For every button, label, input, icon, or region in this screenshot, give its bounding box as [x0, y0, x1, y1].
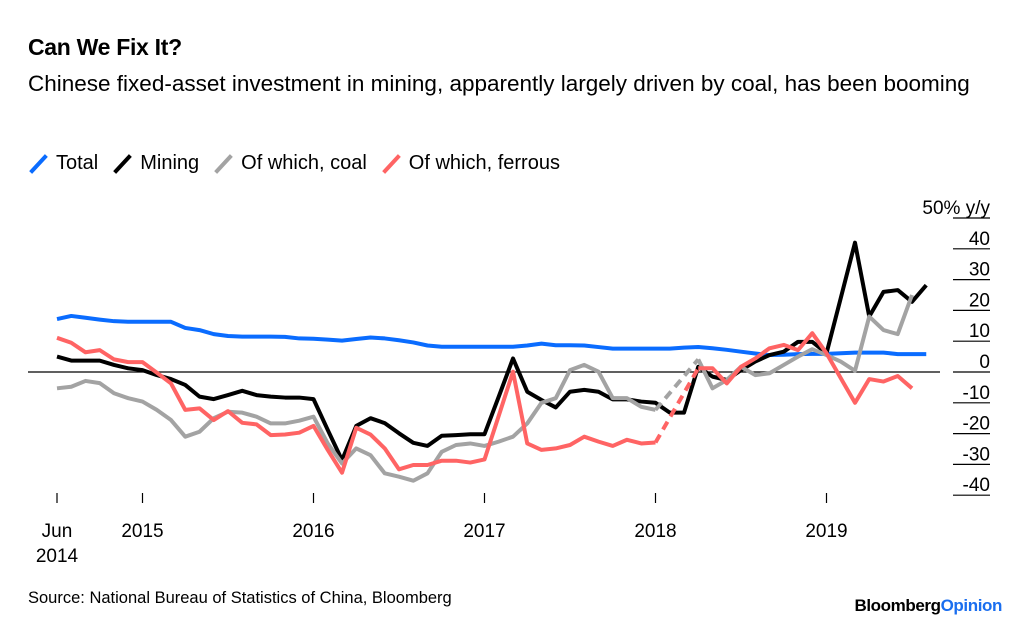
x-tick-label: 2015 — [121, 521, 163, 542]
legend-item-total: Total — [28, 152, 98, 175]
source-note: Source: National Bureau of Statistics of… — [28, 589, 452, 607]
y-tick-label: 10 — [969, 321, 990, 342]
legend-swatch-mining — [113, 153, 133, 174]
legend-swatch-coal — [214, 153, 233, 174]
y-tick-label: 30 — [969, 260, 990, 281]
logo-part-bloomberg: Bloomberg — [854, 596, 941, 615]
legend-label-coal: Of which, coal — [241, 152, 367, 174]
legend-item-mining: Mining — [112, 152, 199, 175]
legend-item-coal: Of which, coal — [213, 152, 367, 175]
series-line — [698, 331, 914, 405]
x-tick-label: 2014 — [36, 546, 79, 567]
y-tick-label: 50% y/y — [922, 198, 990, 219]
y-tick-label: 20 — [969, 290, 990, 311]
series-mining — [56, 240, 928, 463]
series-of-which-ferrous — [56, 331, 914, 475]
series-line — [56, 335, 656, 475]
x-tick-label: 2016 — [292, 521, 334, 542]
y-tick-label: 0 — [979, 352, 990, 373]
legend-label-ferrous: Of which, ferrous — [408, 152, 560, 174]
bloomberg-opinion-logo: BloombergOpinion — [854, 596, 1002, 616]
y-tick-label: -20 — [963, 414, 990, 435]
series-line — [56, 313, 927, 358]
chart-subtitle: Chinese fixed-asset investment in mining… — [28, 71, 970, 96]
y-tick-label: -30 — [963, 444, 990, 465]
series-gap-dashed — [653, 358, 700, 412]
x-tick-label: 2018 — [634, 521, 676, 542]
legend-swatch-ferrous — [381, 153, 401, 174]
chart-title: Can We Fix It? — [28, 34, 182, 60]
x-tick-label: Jun — [42, 521, 73, 542]
y-tick-label: -10 — [963, 383, 990, 404]
legend-swatch-total — [29, 153, 48, 174]
series-line — [56, 362, 656, 483]
y-tick-label: -40 — [963, 475, 990, 496]
legend-item-ferrous: Of which, ferrous — [381, 152, 560, 175]
x-tick-label: 2019 — [805, 521, 847, 542]
series-total — [56, 313, 927, 358]
y-tick-label: 40 — [969, 229, 990, 250]
legend: Total Mining Of which, coal Of which, fe… — [28, 152, 574, 175]
legend-label-total: Total — [56, 152, 99, 174]
logo-part-opinion: Opinion — [940, 596, 1003, 615]
series-line — [56, 240, 928, 463]
series-of-which-coal — [56, 294, 914, 483]
x-tick-label: 2017 — [463, 521, 505, 542]
legend-label-mining: Mining — [140, 152, 200, 174]
